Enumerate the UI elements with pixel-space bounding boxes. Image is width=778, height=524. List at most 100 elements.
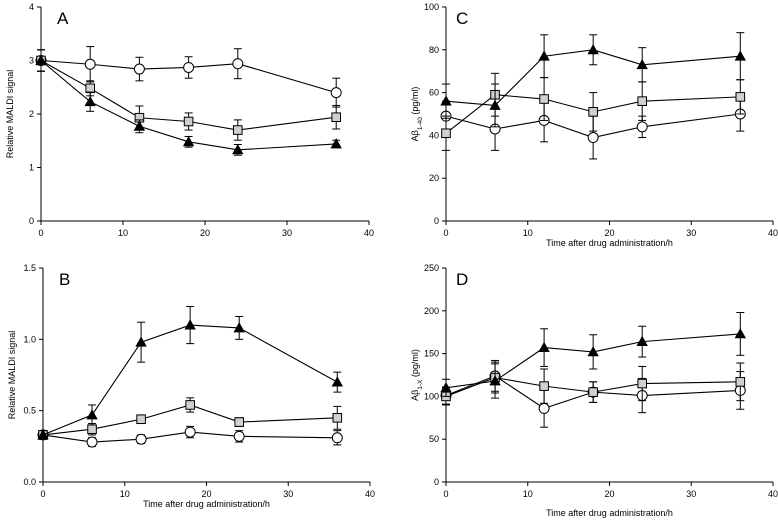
p1-s0-circle-marker-5 xyxy=(331,432,343,444)
x-tick-label: 30 xyxy=(686,228,696,238)
x-tick-label: 20 xyxy=(200,228,210,238)
panel-c: 0 20 40 60 80 100 0 10 20 30 40 Time after drug adm… xyxy=(410,2,778,248)
p1-s0-circle-marker-4 xyxy=(233,430,245,442)
y-tick-label: 0 xyxy=(434,216,439,226)
y-tick-label: 150 xyxy=(424,349,439,359)
series-line-circle xyxy=(40,59,337,94)
p0-s2-triangle-marker-3 xyxy=(182,135,195,147)
series-circle xyxy=(37,425,343,448)
p1-s1-square-marker-1 xyxy=(87,424,97,435)
y-axis-title: Relative MALDI signal xyxy=(7,331,17,420)
panel-d: 0 50 100 150 200 250 0 10 20 30 40 Time after drug … xyxy=(410,263,778,518)
x-tick-label: 10 xyxy=(118,228,128,238)
series-line-triangle xyxy=(445,49,741,107)
x-tick-label: 20 xyxy=(604,489,614,499)
y-axis-title-part: Relative MALDI signal xyxy=(5,70,15,159)
p2-s1-square-marker-3 xyxy=(588,107,598,117)
series-triangle xyxy=(35,49,342,156)
p3-s2-triangle-marker-4 xyxy=(636,335,648,347)
p1-s1-square-marker-3 xyxy=(185,400,195,410)
series-line-square xyxy=(42,404,338,436)
y-tick-label: 0 xyxy=(434,477,439,487)
x-axis-title: Time after drug administration/h xyxy=(546,508,673,518)
p2-s2-triangle-marker-0 xyxy=(440,95,452,106)
x-tick-label: 30 xyxy=(686,489,696,499)
p0-s0-circle-marker-5 xyxy=(330,87,342,99)
p0-s0-circle-marker-4 xyxy=(232,58,244,70)
panel-label: D xyxy=(456,270,468,289)
x-tick-label: 10 xyxy=(523,489,533,499)
y-tick-label: 40 xyxy=(429,130,439,140)
y-tick-label: 3 xyxy=(29,56,34,66)
panel-label: A xyxy=(57,9,69,28)
p3-s2-triangle-marker-1 xyxy=(489,375,501,386)
x-tick-label: 0 xyxy=(38,228,43,238)
p3-s2-triangle-marker-0 xyxy=(440,382,452,393)
x-tick-label: 0 xyxy=(443,228,448,238)
y-tick-label: 100 xyxy=(424,2,439,12)
p0-s0-circle-marker-1 xyxy=(84,58,96,70)
p0-s1-square-marker-4 xyxy=(233,125,243,135)
p3-s2-triangle-marker-2 xyxy=(538,341,550,353)
p2-s2-triangle-marker-2 xyxy=(538,50,550,61)
series-triangle xyxy=(37,306,343,440)
p1-s0-circle-marker-2 xyxy=(135,433,147,445)
y-tick-label: 20 xyxy=(429,173,439,183)
series-line-square xyxy=(40,60,337,131)
p2-s1-square-marker-0 xyxy=(441,128,451,139)
x-tick-label: 40 xyxy=(364,228,374,238)
p1-s1-square-marker-2 xyxy=(136,414,146,425)
y-tick-label: 1 xyxy=(29,163,34,173)
series-line-circle xyxy=(445,113,741,139)
panel-label: C xyxy=(456,9,468,28)
y-axis-title-part: (pg/ml) xyxy=(410,349,420,380)
p1-s2-triangle-marker-1 xyxy=(86,409,98,420)
p2-s0-circle-marker-4 xyxy=(636,121,648,133)
p3-s0-circle-marker-2 xyxy=(538,402,550,414)
x-tick-label: 30 xyxy=(282,228,292,238)
series-triangle xyxy=(440,312,746,399)
p0-s1-square-marker-1 xyxy=(85,83,96,94)
x-tick-label: 20 xyxy=(201,489,211,499)
p2-s1-square-marker-2 xyxy=(539,94,549,104)
y-tick-label: 0.0 xyxy=(23,477,36,487)
y-tick-label: 4 xyxy=(29,2,34,12)
p3-s1-square-marker-3 xyxy=(588,387,598,397)
p0-s0-circle-marker-3 xyxy=(183,61,195,73)
panel-b: 0.0 0.5 1.0 1.5 0 10 20 30 40 Time after drug adm… xyxy=(7,263,375,509)
series-line-triangle xyxy=(42,324,338,436)
series-circle xyxy=(35,46,342,108)
p2-s2-triangle-marker-3 xyxy=(587,43,599,55)
p3-s1-square-marker-2 xyxy=(539,381,549,391)
y-axis-title-part: Aβ xyxy=(410,130,420,141)
x-tick-label: 40 xyxy=(365,489,375,499)
x-tick-label: 10 xyxy=(120,489,130,499)
y-axis-title-part: Relative MALDI signal xyxy=(7,331,17,420)
p2-s1-square-marker-4 xyxy=(637,96,648,106)
p2-s2-triangle-marker-4 xyxy=(636,58,648,70)
p1-s2-triangle-marker-0 xyxy=(37,429,49,440)
y-axis-title-part: (pg/ml) xyxy=(410,87,420,118)
y-tick-label: 200 xyxy=(424,306,439,316)
p3-s1-square-marker-5 xyxy=(735,377,746,387)
x-tick-label: 20 xyxy=(604,228,614,238)
p0-s1-square-marker-5 xyxy=(331,112,341,123)
x-tick-label: 10 xyxy=(523,228,533,238)
p0-s2-triangle-marker-0 xyxy=(35,54,47,65)
p1-s2-triangle-marker-3 xyxy=(184,319,196,330)
series-line-square xyxy=(445,94,741,134)
y-axis-title: Relative MALDI signal xyxy=(5,70,15,159)
panel-label: B xyxy=(59,270,70,289)
y-axis-title-subscript: 1-X xyxy=(417,379,424,390)
p1-s1-square-marker-5 xyxy=(332,413,343,423)
x-tick-label: 40 xyxy=(768,228,778,238)
series-line-circle xyxy=(445,375,741,409)
series-line-triangle xyxy=(40,60,337,151)
series-line-triangle xyxy=(445,333,741,389)
p1-s0-circle-marker-3 xyxy=(184,426,196,438)
y-tick-label: 0 xyxy=(29,216,34,226)
p3-s2-triangle-marker-5 xyxy=(734,328,746,339)
series-line-circle xyxy=(42,431,338,443)
